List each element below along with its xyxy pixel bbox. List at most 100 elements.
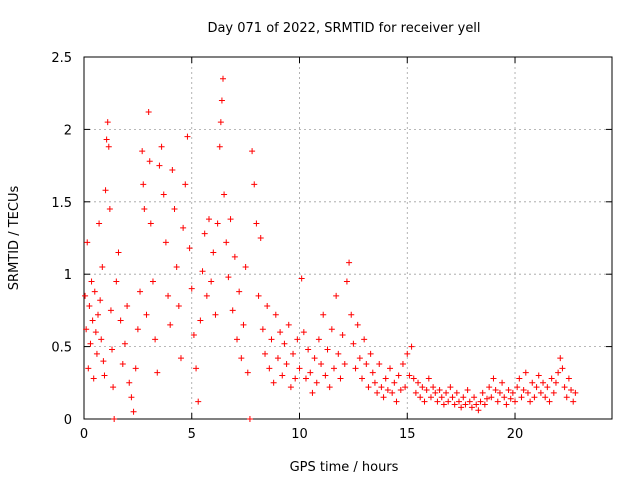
data-point: [130, 408, 137, 415]
data-point: [505, 387, 512, 394]
data-point: [93, 350, 100, 357]
data-point: [229, 307, 236, 314]
data-point: [89, 317, 96, 324]
data-point: [557, 355, 564, 362]
data-point: [337, 375, 344, 382]
data-point: [499, 379, 506, 386]
data-point: [210, 249, 217, 256]
data-point: [259, 326, 266, 333]
data-point: [132, 365, 139, 372]
data-point: [91, 288, 98, 295]
data-point: [223, 239, 230, 246]
data-point: [335, 350, 342, 357]
data-point: [84, 239, 91, 246]
data-point: [307, 369, 314, 376]
data-point: [516, 375, 523, 382]
data-point: [266, 365, 273, 372]
data-point: [535, 372, 542, 379]
data-point: [175, 303, 182, 310]
data-point: [162, 239, 169, 246]
data-point: [359, 375, 366, 382]
chart-title: Day 071 of 2022, SRMTID for receiver yel…: [207, 21, 480, 36]
data-point: [154, 369, 161, 376]
data-point: [152, 336, 159, 343]
data-point: [490, 375, 497, 382]
data-point: [352, 365, 359, 372]
data-point: [503, 401, 510, 408]
data-point: [343, 278, 350, 285]
data-point: [464, 387, 471, 394]
data-point: [544, 384, 551, 391]
data-point: [471, 394, 478, 401]
data-point: [240, 321, 247, 328]
data-point: [180, 224, 187, 231]
data-point: [527, 398, 534, 405]
grid-lines: [84, 57, 612, 419]
data-point: [486, 384, 493, 391]
data-point: [449, 394, 456, 401]
data-point: [119, 360, 126, 367]
data-point: [251, 181, 258, 188]
data-point: [262, 350, 269, 357]
data-point: [302, 375, 309, 382]
data-point: [146, 158, 153, 165]
data-point: [518, 394, 525, 401]
data-point: [453, 389, 460, 396]
data-point: [82, 292, 89, 299]
data-point: [287, 384, 294, 391]
data-point: [419, 384, 426, 391]
data-point: [236, 288, 243, 295]
data-point: [468, 404, 475, 411]
data-point: [90, 375, 97, 382]
data-point: [117, 317, 124, 324]
data-point: [397, 387, 404, 394]
data-point: [415, 379, 422, 386]
data-point: [356, 355, 363, 362]
data-point: [570, 398, 577, 405]
data-point: [100, 358, 107, 365]
data-point: [296, 365, 303, 372]
data-point: [322, 372, 329, 379]
data-point: [492, 387, 499, 394]
data-point: [460, 394, 467, 401]
data-point: [520, 387, 527, 394]
data-point: [361, 336, 368, 343]
data-point: [537, 389, 544, 396]
data-point: [126, 379, 133, 386]
data-point: [309, 389, 316, 396]
data-point: [173, 263, 180, 270]
y-tick-label: 0.5: [51, 341, 72, 356]
data-point: [311, 355, 318, 362]
y-axis-label: SRMTID / TECUs: [7, 186, 22, 291]
data-point: [83, 326, 90, 333]
data-point: [572, 389, 579, 396]
data-point: [177, 355, 184, 362]
data-point: [488, 394, 495, 401]
data-point: [300, 329, 307, 336]
data-point: [565, 375, 572, 382]
data-point: [160, 191, 167, 198]
data-point: [139, 148, 146, 155]
data-point: [563, 394, 570, 401]
y-tick-label: 0: [64, 413, 72, 428]
data-point: [445, 398, 452, 405]
data-point: [281, 340, 288, 347]
data-point: [257, 235, 264, 241]
data-point: [195, 398, 202, 405]
data-point: [382, 375, 389, 382]
data-point: [458, 404, 465, 411]
data-point: [427, 394, 434, 401]
data-point: [171, 206, 178, 213]
data-point: [99, 263, 106, 270]
data-point: [231, 253, 238, 260]
data-point: [101, 372, 108, 379]
data-point: [104, 119, 111, 126]
data-point: [298, 275, 305, 282]
data-point: [106, 206, 113, 213]
data-point: [479, 389, 486, 396]
data-point: [346, 259, 353, 266]
y-tick-label: 2: [64, 123, 72, 138]
data-point: [190, 332, 197, 339]
data-point: [124, 303, 131, 310]
data-point: [193, 365, 200, 372]
